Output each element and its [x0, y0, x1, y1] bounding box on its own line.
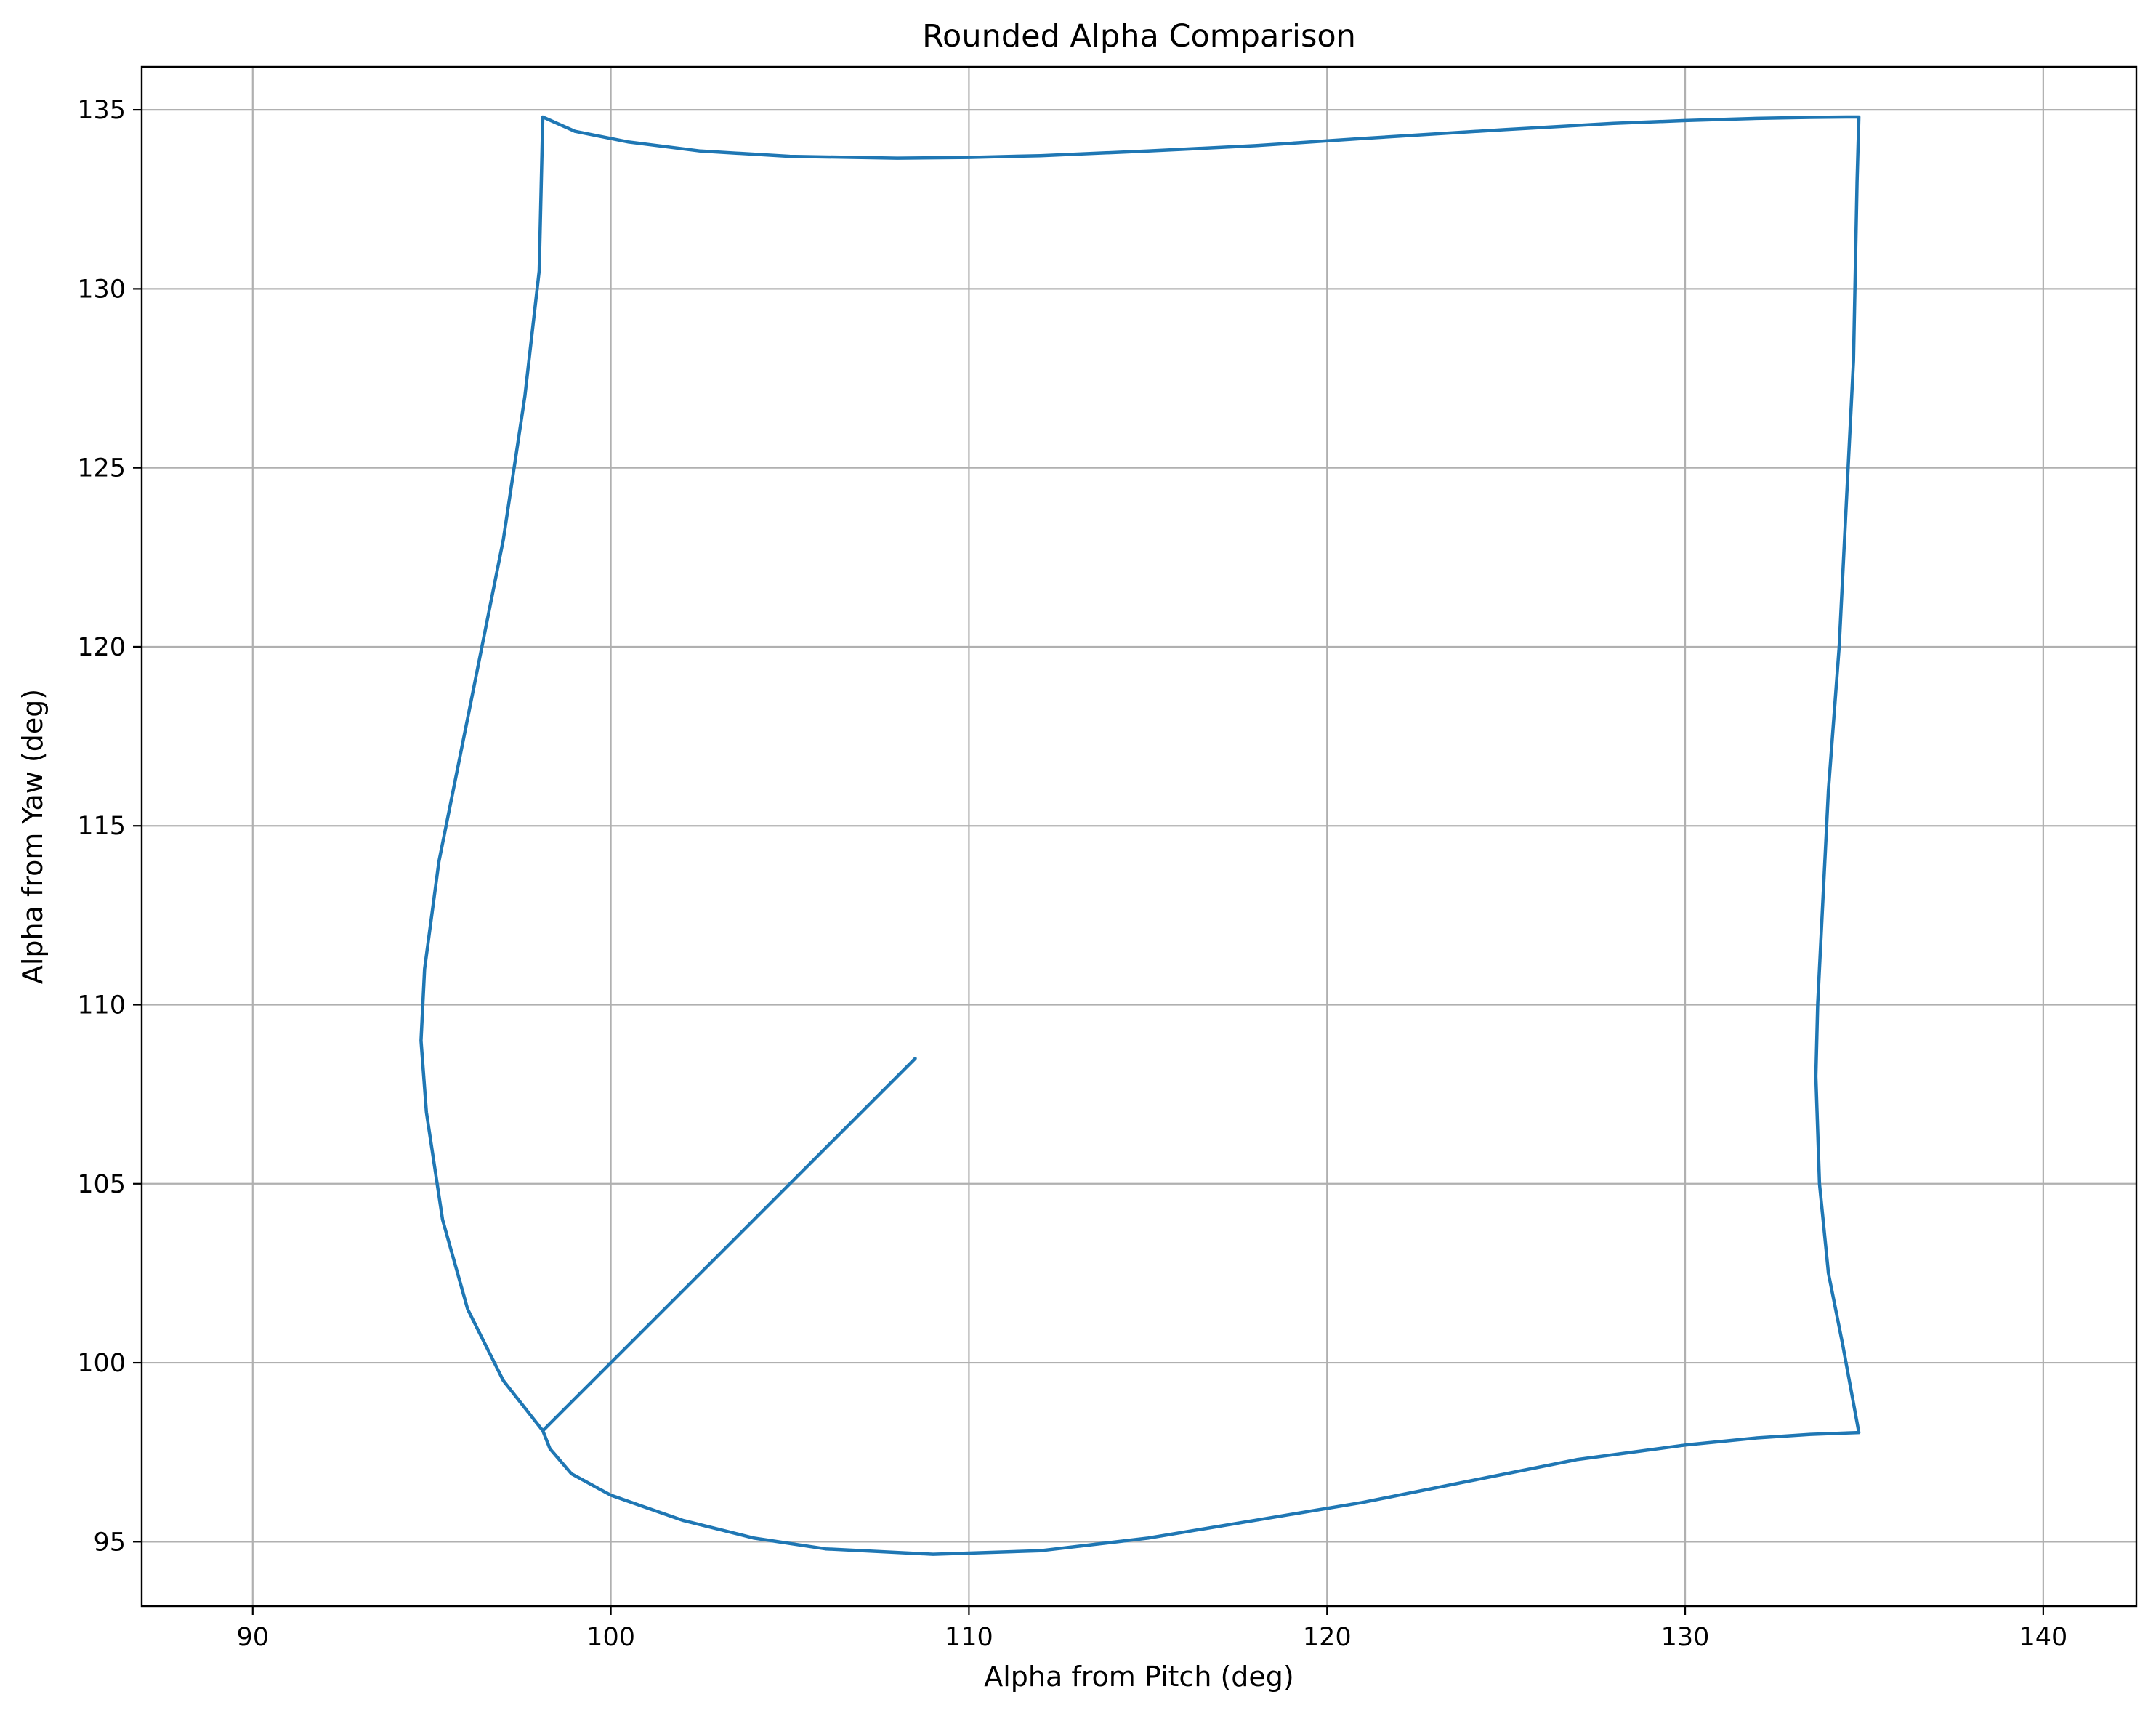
y-tick-label: 135 — [77, 96, 126, 125]
x-axis-label: Alpha from Pitch (deg) — [984, 1661, 1294, 1693]
x-tick-label: 90 — [237, 1623, 270, 1652]
axes-frame — [140, 65, 2138, 1608]
x-tick-label: 110 — [945, 1623, 993, 1652]
ticks: 90 100 110 120 130 140 95 100 105 110 115 120 125 130… — [77, 96, 2067, 1652]
y-tick-label: 110 — [77, 991, 126, 1020]
series-line-0 — [419, 115, 1861, 1556]
x-tick-label: 130 — [1661, 1623, 1710, 1652]
y-tick-label: 125 — [77, 454, 126, 483]
x-tick-label: 140 — [2019, 1623, 2067, 1652]
grid — [142, 67, 2136, 1606]
x-tick-label: 120 — [1303, 1623, 1352, 1652]
y-tick-label: 105 — [77, 1170, 126, 1199]
y-tick-label: 115 — [77, 812, 126, 841]
x-tick-label: 100 — [586, 1623, 635, 1652]
y-tick-label: 130 — [77, 275, 126, 304]
series-layer — [419, 115, 1861, 1556]
y-tick-label: 95 — [93, 1528, 126, 1557]
y-tick-label: 100 — [77, 1349, 126, 1378]
chart-title: Rounded Alpha Comparison — [922, 18, 1356, 55]
y-tick-label: 120 — [77, 633, 126, 662]
y-axis-label: Alpha from Yaw (deg) — [17, 689, 49, 984]
